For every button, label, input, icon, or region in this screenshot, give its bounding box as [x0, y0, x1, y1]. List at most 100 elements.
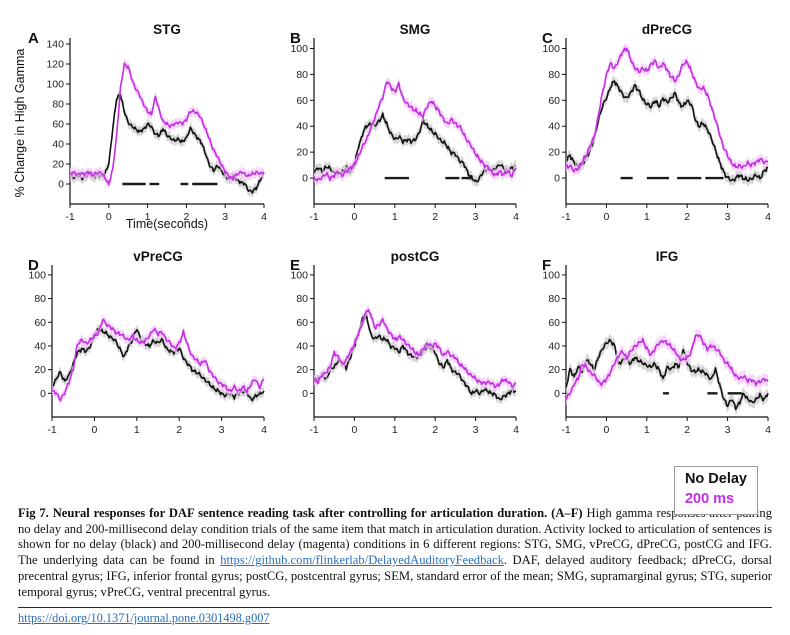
svg-text:0: 0: [91, 424, 97, 436]
panel-label-c: C: [542, 30, 553, 47]
svg-text:0: 0: [351, 211, 357, 223]
svg-text:60: 60: [548, 95, 560, 107]
svg-text:-1: -1: [309, 424, 318, 436]
svg-text:3: 3: [725, 424, 731, 436]
svg-text:dPreCG: dPreCG: [642, 22, 692, 37]
svg-text:STG: STG: [153, 22, 181, 37]
svg-text:postCG: postCG: [391, 249, 440, 264]
svg-text:60: 60: [296, 95, 308, 107]
svg-text:1: 1: [392, 424, 398, 436]
svg-text:3: 3: [222, 211, 228, 223]
svg-text:40: 40: [548, 121, 560, 133]
svg-text:100: 100: [542, 269, 560, 281]
svg-text:0: 0: [302, 388, 308, 400]
svg-text:-1: -1: [561, 424, 570, 436]
svg-text:20: 20: [548, 147, 560, 159]
svg-text:2: 2: [432, 211, 438, 223]
svg-text:1: 1: [134, 424, 140, 436]
svg-text:% Change in High Gamma: % Change in High Gamma: [13, 49, 27, 198]
svg-text:0: 0: [40, 388, 46, 400]
panel-label-f: F: [542, 257, 552, 274]
svg-text:80: 80: [34, 293, 46, 305]
svg-text:-1: -1: [309, 211, 318, 223]
caption-lead: Fig 7. Neural responses for DAF sentence…: [18, 506, 583, 520]
caption-divider: [18, 607, 772, 609]
svg-text:vPreCG: vPreCG: [133, 249, 183, 264]
caption-body-2: . DAF, delayed auditory feedback; dPreCG…: [18, 553, 773, 599]
svg-text:0: 0: [603, 424, 609, 436]
svg-text:80: 80: [296, 69, 308, 81]
panel-label-a: A: [28, 30, 39, 47]
svg-text:20: 20: [548, 364, 560, 376]
doi-link[interactable]: https://doi.org/10.1371/journal.pone.030…: [18, 611, 270, 626]
svg-text:3: 3: [473, 211, 479, 223]
svg-text:60: 60: [52, 119, 64, 131]
figure-caption: Fig 7. Neural responses for DAF sentence…: [18, 506, 772, 600]
svg-text:20: 20: [34, 364, 46, 376]
svg-text:80: 80: [548, 69, 560, 81]
legend-no-delay-label: No Delay: [684, 471, 747, 487]
svg-text:40: 40: [52, 139, 64, 151]
svg-text:4: 4: [513, 211, 519, 223]
svg-text:0: 0: [554, 173, 560, 185]
svg-text:0: 0: [106, 211, 112, 223]
svg-text:3: 3: [219, 424, 225, 436]
panel-label-d: D: [28, 257, 39, 274]
svg-text:0: 0: [58, 179, 64, 191]
legend-200ms-label: 200 ms: [684, 491, 735, 508]
svg-text:IFG: IFG: [656, 249, 679, 264]
svg-text:-1: -1: [47, 424, 56, 436]
panel-b: B -1 0 1 2 3 4 0 20 40 60 80 100 SMG: [274, 18, 526, 237]
svg-text:80: 80: [52, 99, 64, 111]
svg-text:-1: -1: [65, 211, 74, 223]
svg-text:80: 80: [296, 293, 308, 305]
svg-text:3: 3: [473, 424, 479, 436]
svg-text:40: 40: [296, 340, 308, 352]
svg-text:1: 1: [145, 211, 151, 223]
svg-text:140: 140: [46, 39, 64, 51]
figure-panel-grid: A -1 0 1 2 3 4 0 20 40 60 80 100 120 140 STG Time(secon…: [12, 18, 778, 450]
svg-text:100: 100: [46, 79, 64, 91]
svg-text:4: 4: [765, 424, 771, 436]
panel-a: A -1 0 1 2 3 4 0 20 40 60 80 100 120 140 STG Time(secon…: [12, 18, 274, 237]
svg-text:Time(seconds): Time(seconds): [126, 217, 208, 231]
legend-box: No Delay 200 ms: [673, 466, 758, 515]
svg-text:-1: -1: [561, 211, 570, 223]
svg-text:1: 1: [644, 211, 650, 223]
svg-text:120: 120: [46, 59, 64, 71]
panel-f: F -1 0 1 2 3 4 0 20 40 60 80 100 IFG: [526, 245, 778, 450]
chart-stg: -1 0 1 2 3 4020406080100120140STGTime(seconds…: [13, 22, 267, 231]
svg-text:1: 1: [644, 424, 650, 436]
svg-text:60: 60: [548, 317, 560, 329]
svg-text:2: 2: [183, 211, 189, 223]
svg-text:60: 60: [34, 317, 46, 329]
svg-text:2: 2: [684, 424, 690, 436]
svg-text:20: 20: [296, 147, 308, 159]
panel-label-b: B: [290, 30, 301, 47]
svg-text:60: 60: [296, 317, 308, 329]
svg-text:100: 100: [290, 43, 308, 55]
panel-e: E -1 0 1 2 3 4 0 20 40 60 80 100 postCG: [274, 245, 526, 450]
svg-text:100: 100: [290, 269, 308, 281]
svg-text:40: 40: [296, 121, 308, 133]
svg-text:20: 20: [296, 364, 308, 376]
svg-text:4: 4: [261, 211, 267, 223]
svg-text:3: 3: [725, 211, 731, 223]
svg-text:100: 100: [28, 269, 46, 281]
svg-text:0: 0: [351, 424, 357, 436]
svg-text:0: 0: [603, 211, 609, 223]
svg-text:2: 2: [432, 424, 438, 436]
svg-text:0: 0: [302, 173, 308, 185]
svg-text:2: 2: [684, 211, 690, 223]
panel-label-e: E: [290, 257, 301, 274]
svg-text:40: 40: [548, 340, 560, 352]
svg-text:4: 4: [513, 424, 519, 436]
panel-d: D -1 0 1 2 3 4 0 20 40 60 80 100 vPreCG: [12, 245, 274, 450]
svg-text:20: 20: [52, 159, 64, 171]
svg-text:1: 1: [392, 211, 398, 223]
github-data-link[interactable]: https://github.com/flinkerlab/DelayedAud…: [220, 553, 504, 568]
